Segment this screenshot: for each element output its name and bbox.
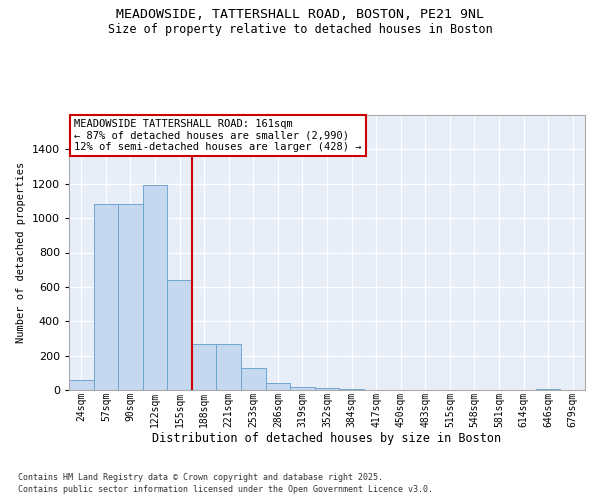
Bar	[536, 389, 560, 390]
Bar	[94, 204, 118, 390]
Bar	[217, 344, 241, 390]
X-axis label: Distribution of detached houses by size in Boston: Distribution of detached houses by size …	[152, 432, 502, 445]
Bar	[339, 389, 364, 390]
Text: Contains HM Land Registry data © Crown copyright and database right 2025.: Contains HM Land Registry data © Crown c…	[18, 472, 383, 482]
Text: MEADOWSIDE, TATTERSHALL ROAD, BOSTON, PE21 9NL: MEADOWSIDE, TATTERSHALL ROAD, BOSTON, PE…	[116, 8, 484, 20]
Bar	[315, 388, 339, 390]
Bar	[241, 368, 266, 390]
Text: MEADOWSIDE TATTERSHALL ROAD: 161sqm
← 87% of detached houses are smaller (2,990): MEADOWSIDE TATTERSHALL ROAD: 161sqm ← 87…	[74, 119, 362, 152]
Bar	[143, 186, 167, 390]
Bar	[167, 280, 192, 390]
Text: Size of property relative to detached houses in Boston: Size of property relative to detached ho…	[107, 22, 493, 36]
Bar	[266, 383, 290, 390]
Bar	[290, 386, 315, 390]
Bar	[118, 204, 143, 390]
Y-axis label: Number of detached properties: Number of detached properties	[16, 162, 26, 343]
Bar	[192, 344, 217, 390]
Text: Contains public sector information licensed under the Open Government Licence v3: Contains public sector information licen…	[18, 485, 433, 494]
Bar	[69, 380, 94, 390]
